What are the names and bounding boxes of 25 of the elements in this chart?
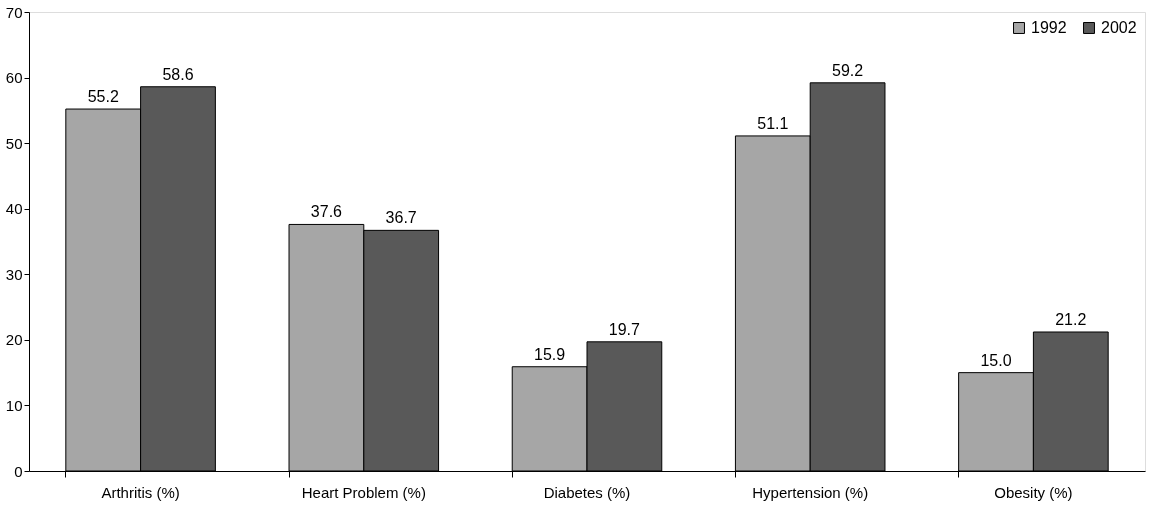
data-label: 59.2: [832, 61, 864, 79]
x-tick-label: Heart Problem (%): [301, 483, 426, 501]
x-tick-label: Diabetes (%): [543, 483, 631, 501]
data-label: 37.6: [310, 203, 343, 221]
data-label: 21.2: [1055, 310, 1087, 328]
data-label: 51.1: [757, 114, 789, 132]
data-label: 55.2: [87, 88, 119, 106]
legend-label: 2002: [1101, 19, 1137, 36]
data-label: 15.9: [534, 345, 566, 363]
y-tick-label: 0: [14, 462, 23, 480]
x-tick-label: Obesity (%): [994, 483, 1073, 501]
data-label: 36.7: [385, 209, 417, 227]
y-tick-label: 70: [5, 3, 23, 21]
x-tick-label: Hypertension (%): [752, 483, 869, 501]
y-tick-label: 10: [5, 396, 23, 414]
x-tick-label: Arthritis (%): [101, 483, 180, 501]
y-tick-label: 30: [5, 265, 23, 283]
data-label: 15.0: [980, 351, 1012, 369]
y-tick-label: 50: [5, 134, 23, 152]
y-tick-label: 20: [5, 331, 23, 349]
legend-label: 1992: [1031, 19, 1067, 36]
y-tick-label: 60: [5, 69, 23, 87]
y-tick-label: 40: [5, 200, 23, 218]
data-label: 19.7: [608, 320, 641, 338]
data-label: 58.6: [162, 65, 194, 83]
